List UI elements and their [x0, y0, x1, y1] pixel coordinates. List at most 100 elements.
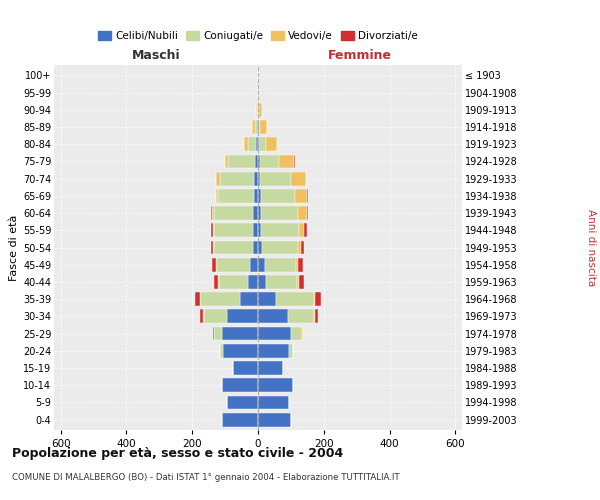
Bar — [222, 413, 258, 426]
Bar — [258, 310, 287, 324]
Bar — [307, 189, 308, 202]
Bar — [258, 344, 289, 358]
Bar — [304, 224, 307, 237]
Bar — [298, 258, 304, 272]
Bar — [294, 154, 295, 168]
Bar — [260, 154, 280, 168]
Bar — [291, 326, 302, 340]
Bar — [306, 172, 307, 185]
Bar — [214, 206, 253, 220]
Bar — [254, 172, 258, 185]
Bar — [296, 258, 298, 272]
Bar — [266, 138, 277, 151]
Bar — [229, 154, 255, 168]
Text: Anni di nascita: Anni di nascita — [586, 209, 596, 286]
Bar — [220, 172, 254, 185]
Bar — [260, 189, 295, 202]
Bar — [299, 275, 304, 289]
Legend: Celibi/Nubili, Coniugati/e, Vedovi/e, Divorziati/e: Celibi/Nubili, Coniugati/e, Vedovi/e, Di… — [94, 26, 422, 45]
Bar — [240, 292, 258, 306]
Bar — [258, 361, 283, 375]
Bar — [295, 189, 307, 202]
Bar — [289, 344, 293, 358]
Bar — [216, 172, 220, 185]
Bar — [217, 258, 250, 272]
Bar — [258, 240, 262, 254]
Bar — [258, 378, 293, 392]
Bar — [258, 258, 265, 272]
Bar — [214, 326, 222, 340]
Bar — [314, 292, 315, 306]
Bar — [298, 240, 301, 254]
Text: Femmine: Femmine — [328, 48, 392, 62]
Bar — [258, 413, 291, 426]
Bar — [214, 224, 253, 237]
Bar — [213, 224, 214, 237]
Bar — [213, 240, 214, 254]
Bar — [307, 206, 308, 220]
Bar — [315, 292, 321, 306]
Bar — [214, 240, 253, 254]
Bar — [211, 206, 212, 220]
Bar — [258, 326, 291, 340]
Bar — [256, 103, 257, 117]
Bar — [213, 326, 214, 340]
Bar — [227, 310, 258, 324]
Bar — [220, 344, 223, 358]
Bar — [258, 396, 289, 409]
Bar — [280, 154, 294, 168]
Bar — [218, 189, 254, 202]
Bar — [253, 206, 258, 220]
Bar — [287, 310, 314, 324]
Bar — [298, 275, 299, 289]
Bar — [204, 310, 227, 324]
Bar — [301, 240, 304, 254]
Bar — [218, 275, 248, 289]
Bar — [211, 240, 213, 254]
Bar — [203, 310, 204, 324]
Bar — [212, 258, 216, 272]
Y-axis label: Fasce di età: Fasce di età — [8, 214, 19, 280]
Bar — [258, 138, 259, 151]
Bar — [258, 206, 260, 220]
Bar — [258, 292, 276, 306]
Bar — [258, 120, 259, 134]
Bar — [256, 138, 258, 151]
Bar — [200, 310, 203, 324]
Bar — [258, 189, 260, 202]
Bar — [314, 310, 318, 324]
Bar — [248, 275, 258, 289]
Bar — [255, 154, 258, 168]
Bar — [222, 378, 258, 392]
Bar — [276, 292, 314, 306]
Bar — [253, 240, 258, 254]
Bar — [225, 154, 229, 168]
Bar — [227, 396, 258, 409]
Bar — [211, 224, 213, 237]
Bar — [266, 275, 298, 289]
Bar — [258, 172, 260, 185]
Bar — [222, 326, 258, 340]
Bar — [216, 258, 217, 272]
Text: Popolazione per età, sesso e stato civile - 2004: Popolazione per età, sesso e stato civil… — [12, 448, 343, 460]
Bar — [252, 120, 255, 134]
Bar — [258, 154, 260, 168]
Bar — [215, 189, 216, 202]
Bar — [250, 258, 258, 272]
Bar — [253, 224, 258, 237]
Bar — [261, 224, 299, 237]
Bar — [233, 361, 258, 375]
Bar — [265, 258, 296, 272]
Text: Maschi: Maschi — [131, 48, 181, 62]
Bar — [299, 224, 304, 237]
Bar — [291, 172, 306, 185]
Bar — [254, 189, 258, 202]
Bar — [195, 292, 200, 306]
Bar — [216, 189, 218, 202]
Bar — [259, 103, 262, 117]
Bar — [257, 120, 258, 134]
Bar — [259, 138, 266, 151]
Bar — [258, 275, 266, 289]
Bar — [200, 292, 240, 306]
Bar — [260, 172, 291, 185]
